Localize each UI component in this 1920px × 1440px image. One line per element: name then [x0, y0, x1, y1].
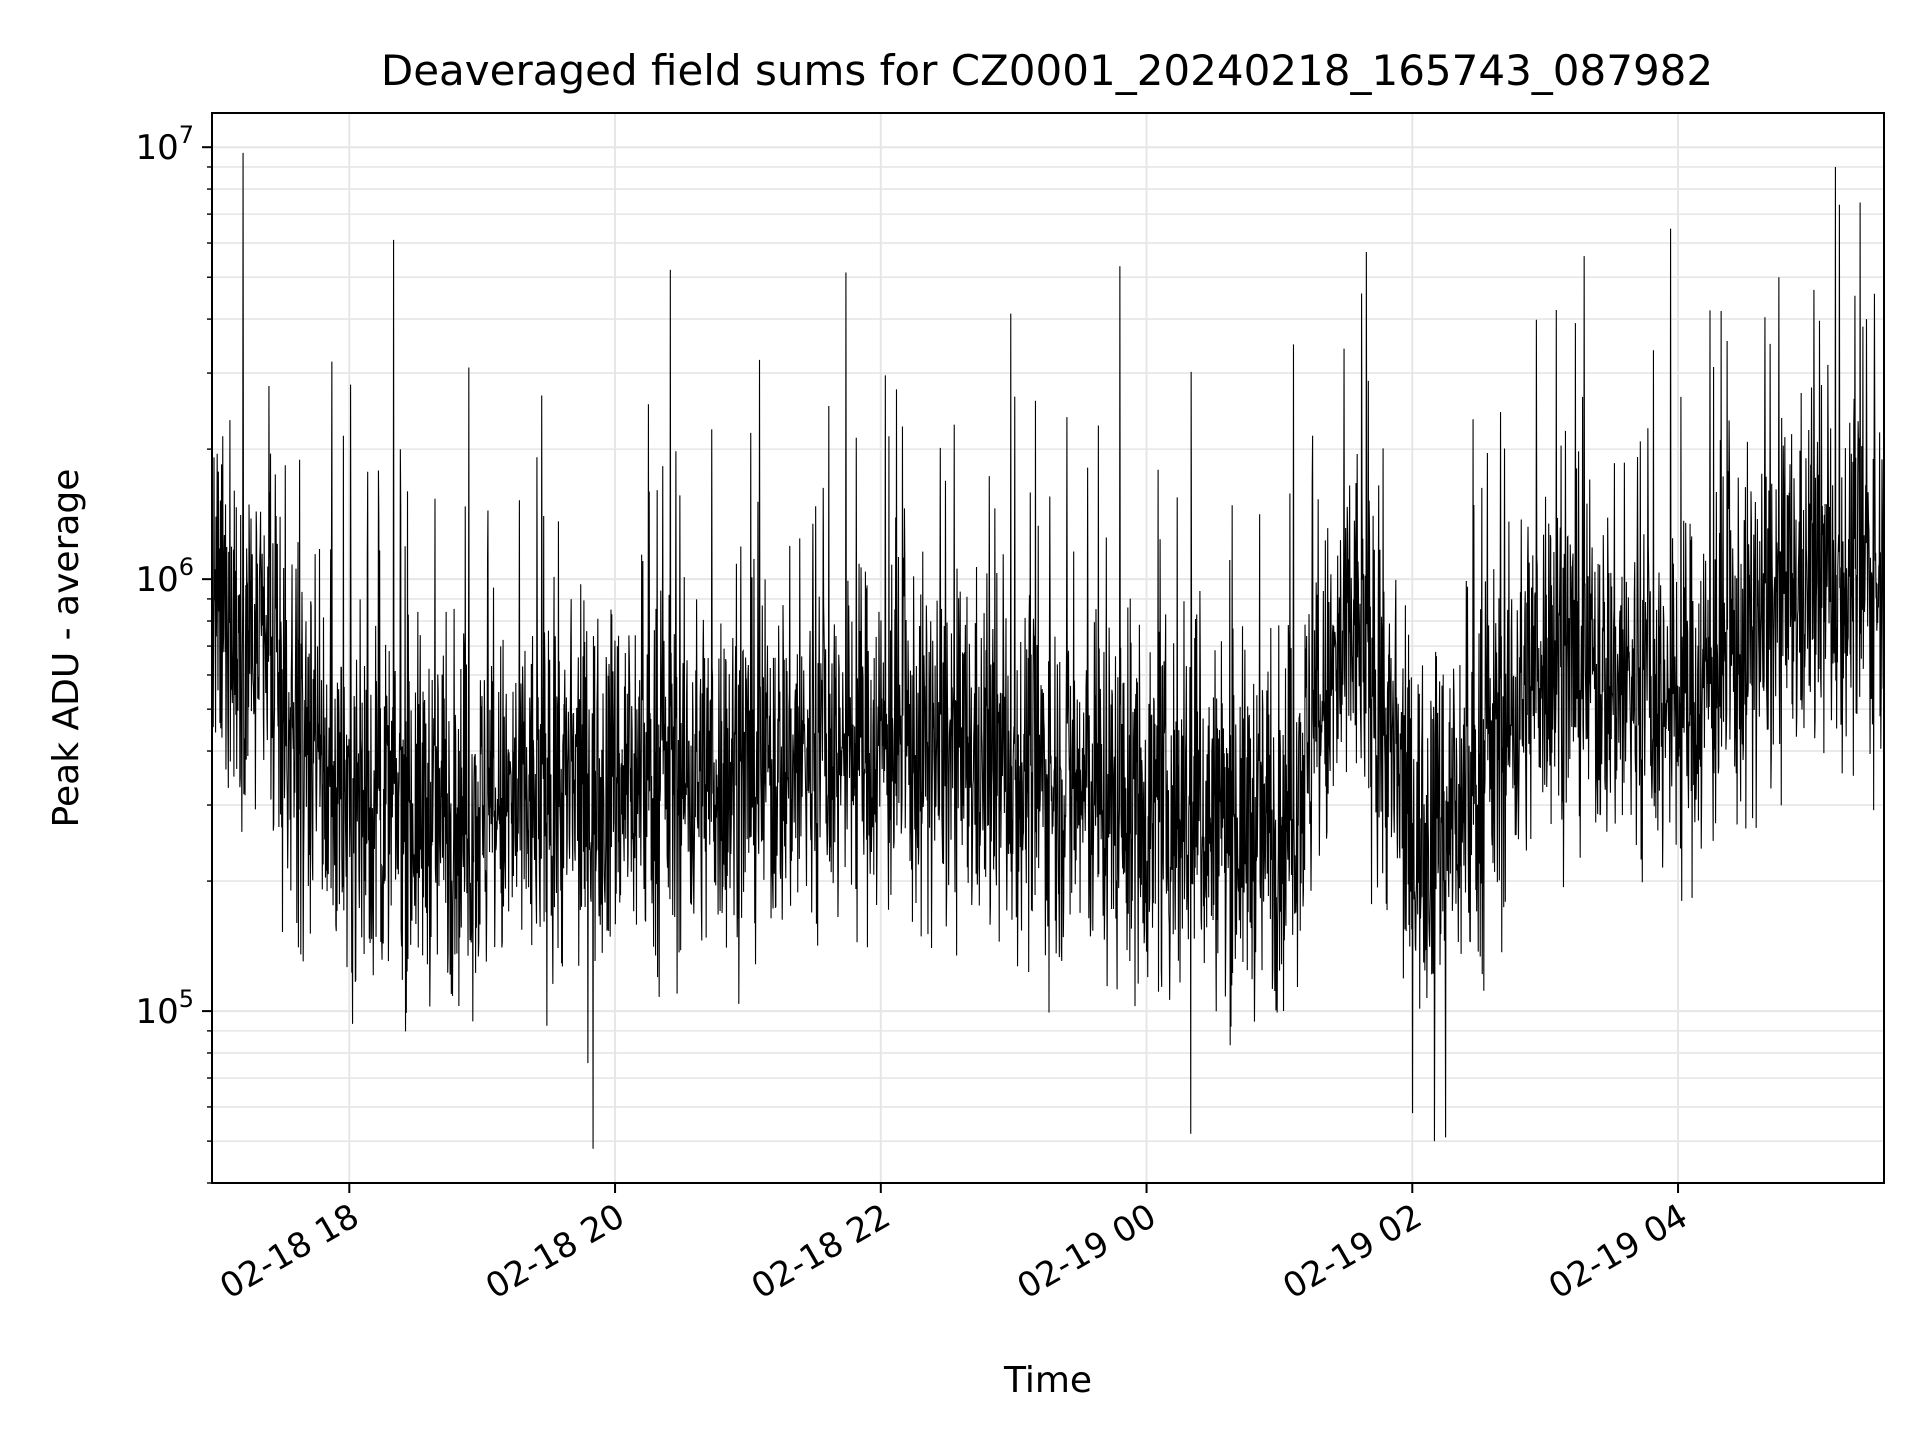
data-series [211, 152, 1885, 1149]
y-tick-label: 105 [135, 985, 194, 1032]
chart-title: Deaveraged field sums for CZ0001_2024021… [381, 46, 1713, 95]
y-axis-ticks: 105 106 107 [135, 121, 212, 1184]
x-axis-label: Time [1003, 1360, 1092, 1401]
y-axis-label: Peak ADU - average [46, 469, 87, 828]
y-tick-label: 106 [135, 553, 194, 600]
plot-area-frame [211, 112, 1885, 1184]
series-line [211, 152, 1885, 1149]
y-tick-label: 107 [135, 121, 194, 168]
